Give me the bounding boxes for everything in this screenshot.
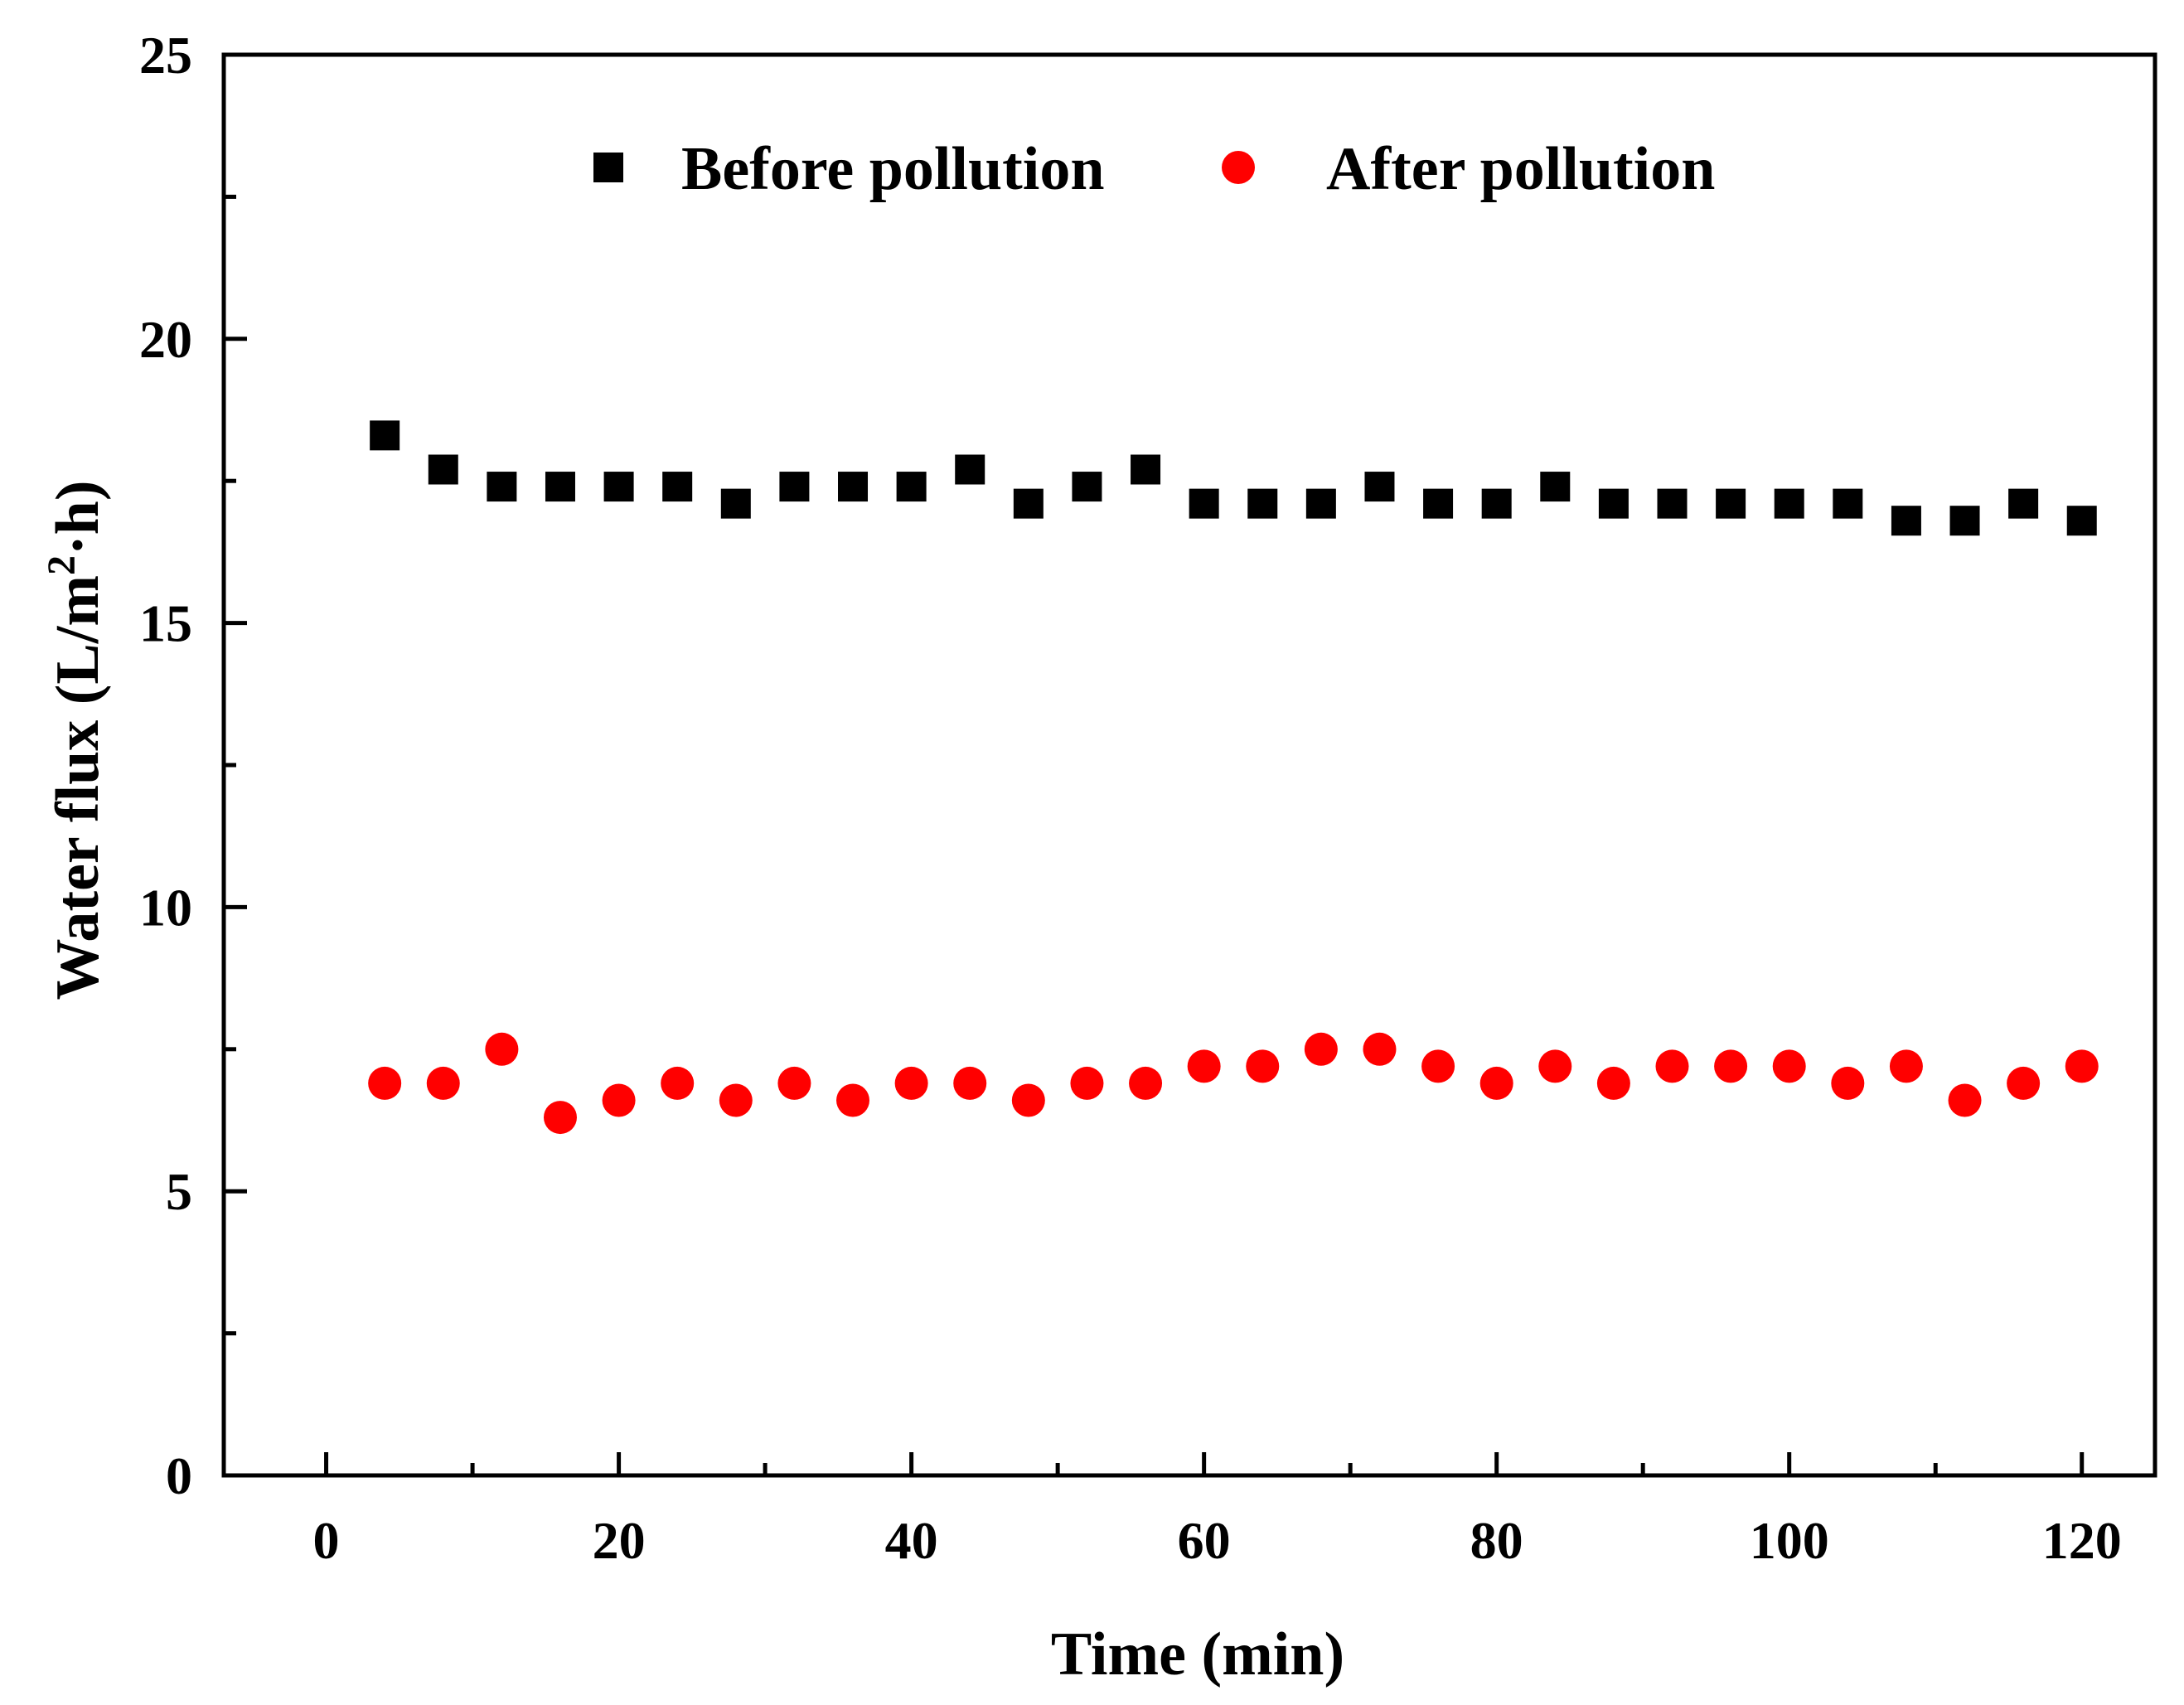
point-after-pollution xyxy=(661,1066,695,1100)
point-after-pollution xyxy=(953,1066,987,1100)
y-tick-label: 20 xyxy=(139,310,192,369)
point-after-pollution xyxy=(602,1083,636,1117)
legend: Before pollution After pollution xyxy=(593,135,1715,203)
point-after-pollution xyxy=(1011,1083,1045,1117)
x-axis-title: Time (min) xyxy=(1051,1620,1344,1688)
point-before-pollution xyxy=(662,472,693,502)
point-before-pollution xyxy=(1891,506,1921,536)
y-axis-title: Water flux (L/m2·h) xyxy=(40,481,112,1000)
y-tick-label: 10 xyxy=(139,878,192,937)
y-tick-label: 0 xyxy=(166,1446,192,1505)
point-after-pollution xyxy=(836,1083,870,1117)
point-after-pollution xyxy=(894,1066,928,1100)
x-tick-label: 20 xyxy=(593,1511,646,1570)
point-after-pollution xyxy=(1948,1083,1982,1117)
point-after-pollution xyxy=(777,1066,811,1100)
point-before-pollution xyxy=(1247,488,1278,519)
point-after-pollution xyxy=(368,1066,402,1100)
point-before-pollution xyxy=(896,472,927,502)
point-after-pollution xyxy=(1070,1066,1104,1100)
point-before-pollution xyxy=(370,420,400,451)
axis-tick-labels: 0 20 40 60 80 100 120 0 5 10 15 20 25 xyxy=(139,26,2122,1570)
point-before-pollution xyxy=(428,454,458,485)
point-before-pollution xyxy=(1949,506,1980,536)
point-before-pollution xyxy=(720,488,751,519)
point-after-pollution xyxy=(1889,1049,1923,1083)
y-tick-label: 15 xyxy=(139,594,192,653)
point-before-pollution xyxy=(1305,488,1336,519)
point-after-pollution xyxy=(1187,1049,1221,1083)
point-after-pollution xyxy=(2065,1049,2099,1083)
point-before-pollution xyxy=(1013,488,1044,519)
x-tick-label: 0 xyxy=(313,1511,340,1570)
y-tick-label: 5 xyxy=(166,1162,192,1221)
point-after-pollution xyxy=(1421,1049,1455,1083)
point-after-pollution xyxy=(1129,1066,1163,1100)
point-after-pollution xyxy=(1831,1066,1865,1100)
point-before-pollution xyxy=(1833,488,1863,519)
x-tick-label: 40 xyxy=(885,1511,938,1570)
point-after-pollution xyxy=(426,1066,460,1100)
point-before-pollution xyxy=(1131,454,1161,485)
data-points xyxy=(368,420,2099,1135)
point-before-pollution xyxy=(1598,488,1629,519)
point-before-pollution xyxy=(838,472,869,502)
point-after-pollution xyxy=(1363,1032,1397,1066)
point-before-pollution xyxy=(603,472,634,502)
x-tick-label: 60 xyxy=(1178,1511,1231,1570)
point-before-pollution xyxy=(1364,472,1395,502)
plot-frame xyxy=(221,52,2157,1478)
point-before-pollution xyxy=(1540,472,1571,502)
point-after-pollution xyxy=(1479,1066,1513,1100)
point-after-pollution xyxy=(1246,1049,1280,1083)
point-before-pollution xyxy=(1423,488,1454,519)
point-before-pollution xyxy=(2066,506,2097,536)
point-before-pollution xyxy=(1481,488,1512,519)
x-tick-label: 80 xyxy=(1470,1511,1523,1570)
legend-marker-before-pollution xyxy=(593,153,623,182)
point-before-pollution xyxy=(1189,488,1219,519)
y-axis-title-prefix: Water flux (L/m xyxy=(44,575,112,1000)
point-before-pollution xyxy=(2008,488,2039,519)
x-tick-label: 120 xyxy=(2042,1511,2122,1570)
point-after-pollution xyxy=(543,1101,577,1135)
point-after-pollution xyxy=(1714,1049,1748,1083)
point-after-pollution xyxy=(1538,1049,1572,1083)
point-after-pollution xyxy=(1655,1049,1689,1083)
point-before-pollution xyxy=(779,472,810,502)
point-before-pollution xyxy=(1072,472,1102,502)
point-before-pollution xyxy=(955,454,985,485)
x-tick-label: 100 xyxy=(1750,1511,1829,1570)
y-axis-title-suffix: ·h) xyxy=(44,481,112,555)
point-after-pollution xyxy=(1772,1049,1806,1083)
point-before-pollution xyxy=(545,472,575,502)
y-axis-title-superscript: 2 xyxy=(40,555,84,575)
point-after-pollution xyxy=(2007,1066,2041,1100)
point-after-pollution xyxy=(719,1083,753,1117)
point-after-pollution xyxy=(485,1032,519,1066)
point-after-pollution xyxy=(1304,1032,1338,1066)
point-before-pollution xyxy=(487,472,517,502)
point-before-pollution xyxy=(1774,488,1804,519)
axis-ticks xyxy=(224,52,2085,1478)
legend-label-after-pollution: After pollution xyxy=(1326,135,1715,203)
point-after-pollution xyxy=(1596,1066,1630,1100)
y-tick-label: 25 xyxy=(139,26,192,85)
legend-marker-after-pollution xyxy=(1222,151,1255,184)
legend-label-before-pollution: Before pollution xyxy=(681,135,1104,203)
point-before-pollution xyxy=(1716,488,1746,519)
point-before-pollution xyxy=(1657,488,1688,519)
